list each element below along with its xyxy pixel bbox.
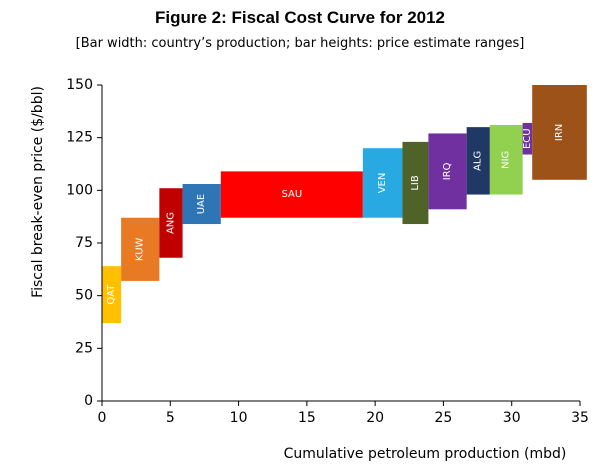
y-axis-label: Fiscal break-even price ($/bbl) [30,86,46,298]
x-tick-label: 25 [435,410,453,426]
y-tick-label: 125 [66,130,93,146]
x-tick-label: 15 [298,410,316,426]
bar-nig [489,125,523,195]
bar-label-alg: ALG [473,151,484,171]
bar-uae [182,184,221,225]
bar-sau [220,171,363,218]
bar-label-irn: IRN [554,124,565,141]
bar-irn [532,85,587,180]
x-tick-label: 20 [366,410,384,426]
bar-lib [402,141,429,225]
bar-label-kuw: KUW [135,237,146,261]
chart-title: Figure 2: Fiscal Cost Curve for 2012 [154,8,446,27]
ticks-layer: 0 25 50 75 100 125 150 0 5 10 15 20 25 30 35 [66,77,589,426]
bar-label-qat: QAT [106,284,117,305]
y-tick-label: 75 [75,235,93,251]
chart-subtitle: [Bar width: country’s production; bar he… [75,36,525,51]
y-tick-label: 100 [66,182,93,198]
bar-kuw [121,217,160,281]
bars-layer: QAT KUW ANG UAE SAU VEN LIB IRQ ALG NIG ECU IRN [102,85,587,324]
bar-qat [102,266,122,324]
bar-label-sau: SAU [281,189,302,200]
bar-label-irq: IRQ [442,162,453,180]
y-tick-label: 0 [84,393,93,409]
bar-irq [428,133,467,210]
x-axis-label: Cumulative petroleum production (mbd) [284,446,567,462]
bar-label-ven: VEN [377,173,388,194]
bar-ecu [522,122,533,155]
x-tick-label: 30 [503,410,521,426]
x-tick-label: 35 [571,410,589,426]
bar-label-ang: ANG [165,212,176,234]
bar-label-ecu: ECU [522,128,533,149]
x-tick-label: 5 [166,410,175,426]
x-tick-label: 10 [230,410,248,426]
y-tick-label: 50 [75,288,93,304]
y-tick-label: 25 [75,340,93,356]
bar-label-uae: UAE [196,194,207,214]
bar-ven [362,148,403,218]
x-tick-label: 0 [98,410,107,426]
bar-label-nig: NIG [501,151,512,169]
bar-ang [159,188,183,258]
bar-label-lib: LIB [410,175,421,191]
y-tick-label: 150 [66,77,93,93]
bar-alg [466,127,490,195]
